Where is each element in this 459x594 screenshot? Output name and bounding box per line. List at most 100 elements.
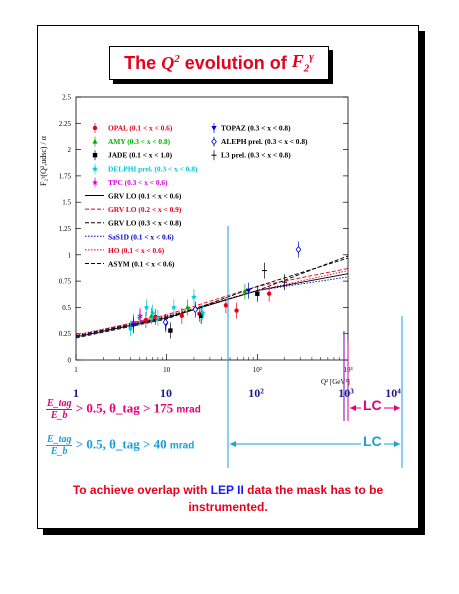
title-q-exp: 2 [174, 52, 180, 65]
legend: OPAL (0.1 < x < 0.6) AMY (0.3 < x < 0.8) J… [85, 123, 308, 269]
y-ticks: 0 0.25 0.5 0.75 1 1.25 1.5 1.75 2 2.25 2.5 [59, 94, 348, 365]
legend-marker [92, 153, 98, 158]
data-point [154, 314, 161, 321]
data-point [245, 288, 252, 294]
legend-marker [92, 165, 98, 172]
scale-tick-label: 10³ [338, 386, 354, 400]
title-f-sup: γ [309, 51, 314, 64]
title-f-sub: 2 [303, 62, 310, 75]
data-point [143, 317, 149, 323]
data-point [179, 313, 185, 319]
y-tick-label: 0.5 [62, 304, 71, 312]
data-point [149, 309, 156, 316]
data-point [130, 323, 137, 329]
data-point [266, 291, 272, 296]
overlap-note: To achieve overlap with LEP II data the … [48, 482, 408, 516]
legend-label: OPAL (0.1 < x < 0.6) [108, 124, 173, 133]
note-before: To achieve overlap with [72, 483, 211, 497]
fraction-denominator: E_b [50, 410, 68, 421]
lc-label-cyan: LC [361, 433, 384, 449]
y-axis-label: F₂ᵞ(Q²,udsc) / α [39, 135, 48, 186]
cut-unit: mrad [176, 404, 201, 416]
curve-2 [75, 268, 349, 337]
data-point [199, 309, 206, 316]
data-point [170, 304, 177, 311]
data-points [127, 241, 302, 339]
y-tick-label: 1.5 [62, 199, 71, 207]
data-point [137, 312, 144, 319]
data-point [295, 245, 302, 254]
y-tick-label: 1 [68, 251, 72, 259]
cut-line-40: E_tag E_b > 0.5, θ_tag > 40 mrad [46, 434, 194, 457]
data-point [184, 304, 191, 310]
title-prefix: The [124, 52, 157, 73]
slide: The Q2 evolution of F2γ 0 0.25 0.5 0.75 1 1.2… [37, 25, 419, 529]
data-point [143, 304, 150, 311]
curve-1 [75, 273, 349, 338]
y-tick-label: 0.25 [59, 330, 72, 338]
theory-curves [75, 255, 349, 339]
y-tick-label: 2 [68, 146, 72, 154]
legend-label: SaS1D (0.1 < x < 0.6) [108, 232, 174, 241]
legend-label: DELPHI prel. (0.3 < x < 0.8) [108, 164, 198, 173]
data-point [223, 303, 229, 308]
scale-tick-label: 10² [248, 386, 264, 400]
y-tick-label: 0.75 [59, 278, 72, 286]
legend-label: AMY (0.3 < x < 0.8) [108, 137, 171, 146]
legend-label: HO (0.1 < x < 0.6) [108, 246, 165, 255]
data-point [190, 293, 197, 300]
legend-label: ASYM (0.1 < x < 0.6) [108, 260, 175, 269]
title-f: F2γ [292, 51, 314, 75]
cut-condition: > 0.5, θ_tag > 40 [72, 436, 170, 452]
scale-tick-label: 10⁴ [385, 386, 401, 400]
scale-tick-label: 1 [73, 386, 79, 400]
x-tick-label: 10² [253, 366, 262, 374]
cut-condition: > 0.5, θ_tag > 175 [72, 400, 177, 416]
legend-marker [92, 179, 98, 186]
data-point [255, 291, 260, 296]
legend-marker [211, 126, 217, 131]
y-tick-label: 0 [68, 357, 72, 365]
title-q: Q2 [161, 53, 180, 74]
data-point [136, 314, 143, 321]
legend-marker [92, 138, 98, 144]
data-point [162, 318, 169, 326]
title-f-letter: F [291, 51, 304, 72]
legend-label: GRV LO (0.3 < x < 0.8) [108, 219, 182, 228]
energy-fraction: E_tag E_b [46, 434, 73, 457]
scale-ticks: 1 10 10² 10³ 10⁴ [73, 386, 401, 400]
fraction-numerator: E_tag [46, 434, 73, 446]
legend-label: GRV LO (0.2 < x < 0.9) [108, 205, 182, 214]
data-point [192, 305, 199, 314]
data-point [127, 325, 134, 332]
x-tick-label: 1 [74, 366, 78, 374]
x-tick-label: 10 [163, 366, 171, 374]
y-tick-label: 1.75 [59, 172, 72, 180]
title-mid: evolution of [184, 52, 287, 73]
legend-label: L3 prel. (0.3 < x < 0.8) [221, 151, 291, 160]
data-point [168, 328, 173, 333]
q2-scale: 1 10 10² 10³ 10⁴ [73, 386, 401, 400]
legend-label: GRV LO (0.1 < x < 0.6) [108, 192, 182, 201]
title-q-letter: Q [161, 52, 175, 73]
legend-label: TPC (0.3 < x < 0.6) [108, 178, 168, 187]
y-tick-label: 1.25 [59, 225, 72, 233]
scale-tick-label: 10 [160, 386, 172, 400]
note-after: data the mask has to be instrumented. [188, 483, 384, 514]
curve-6 [75, 255, 349, 337]
data-point [234, 308, 239, 313]
lc-label-magenta: LC [361, 397, 384, 413]
curve-5 [75, 270, 349, 336]
fraction-numerator: E_tag [46, 398, 73, 410]
legend-label: TOPAZ (0.3 < x < 0.8) [221, 124, 291, 133]
legend-label: JADE (0.1 < x < 1.0) [108, 151, 173, 160]
cut-unit: mrad [169, 440, 195, 452]
data-point [198, 313, 204, 319]
energy-fraction: E_tag E_b [46, 398, 73, 421]
fraction-denominator: E_b [50, 446, 68, 457]
curve-4 [75, 276, 349, 338]
note-highlight: LEP II [210, 483, 244, 497]
x-axis-label: Q² [GeV²] [321, 378, 350, 386]
